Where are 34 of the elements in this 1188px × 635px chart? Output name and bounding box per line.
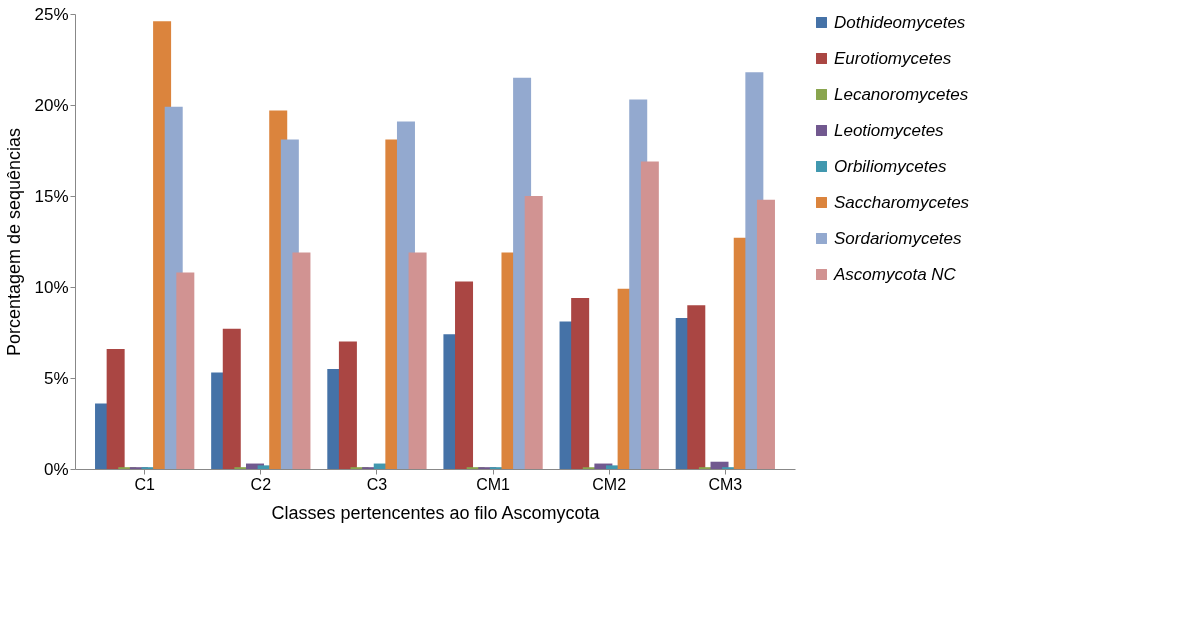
bar [338,341,357,469]
bar [640,161,659,469]
legend-label: Leotiomycetes [834,120,945,140]
x-tick-label: C1 [134,475,156,493]
x-tick-label: CM2 [592,475,627,493]
y-tick-label: 0% [43,459,69,479]
bar [106,348,125,469]
x-tick-label: CM3 [708,475,743,493]
legend-label: Ascomycota NC [833,264,957,284]
bar [408,252,427,469]
legend-label: Sordariomycetes [834,228,963,248]
x-tick-label: C3 [366,475,388,493]
y-tick-label: 15% [34,186,69,206]
legend-label: Dothideomycetes [834,12,966,32]
x-tick-label: CM1 [476,475,511,493]
bar [292,252,311,469]
bar [524,196,543,469]
y-tick-label: 5% [43,368,69,388]
bar [455,281,474,469]
y-tick-label: 20% [34,95,69,115]
bar [571,297,590,469]
bar [687,305,706,469]
y-axis-title: Porcentagem de sequências [4,127,25,357]
legend-label: Eurotiomycetes [834,48,952,68]
y-tick-label: 10% [34,277,69,297]
x-tick-label: C2 [250,475,272,493]
bar [176,272,195,469]
x-axis-title: Classes pertencentes ao filo Ascomycota [271,502,601,523]
bar [222,328,241,469]
bar [756,199,775,469]
legend-label: Lecanoromycetes [834,84,969,104]
legend-label: Orbiliomycetes [834,156,947,176]
legend-label: Saccharomycetes [834,192,970,212]
y-tick-label: 25% [34,4,69,24]
